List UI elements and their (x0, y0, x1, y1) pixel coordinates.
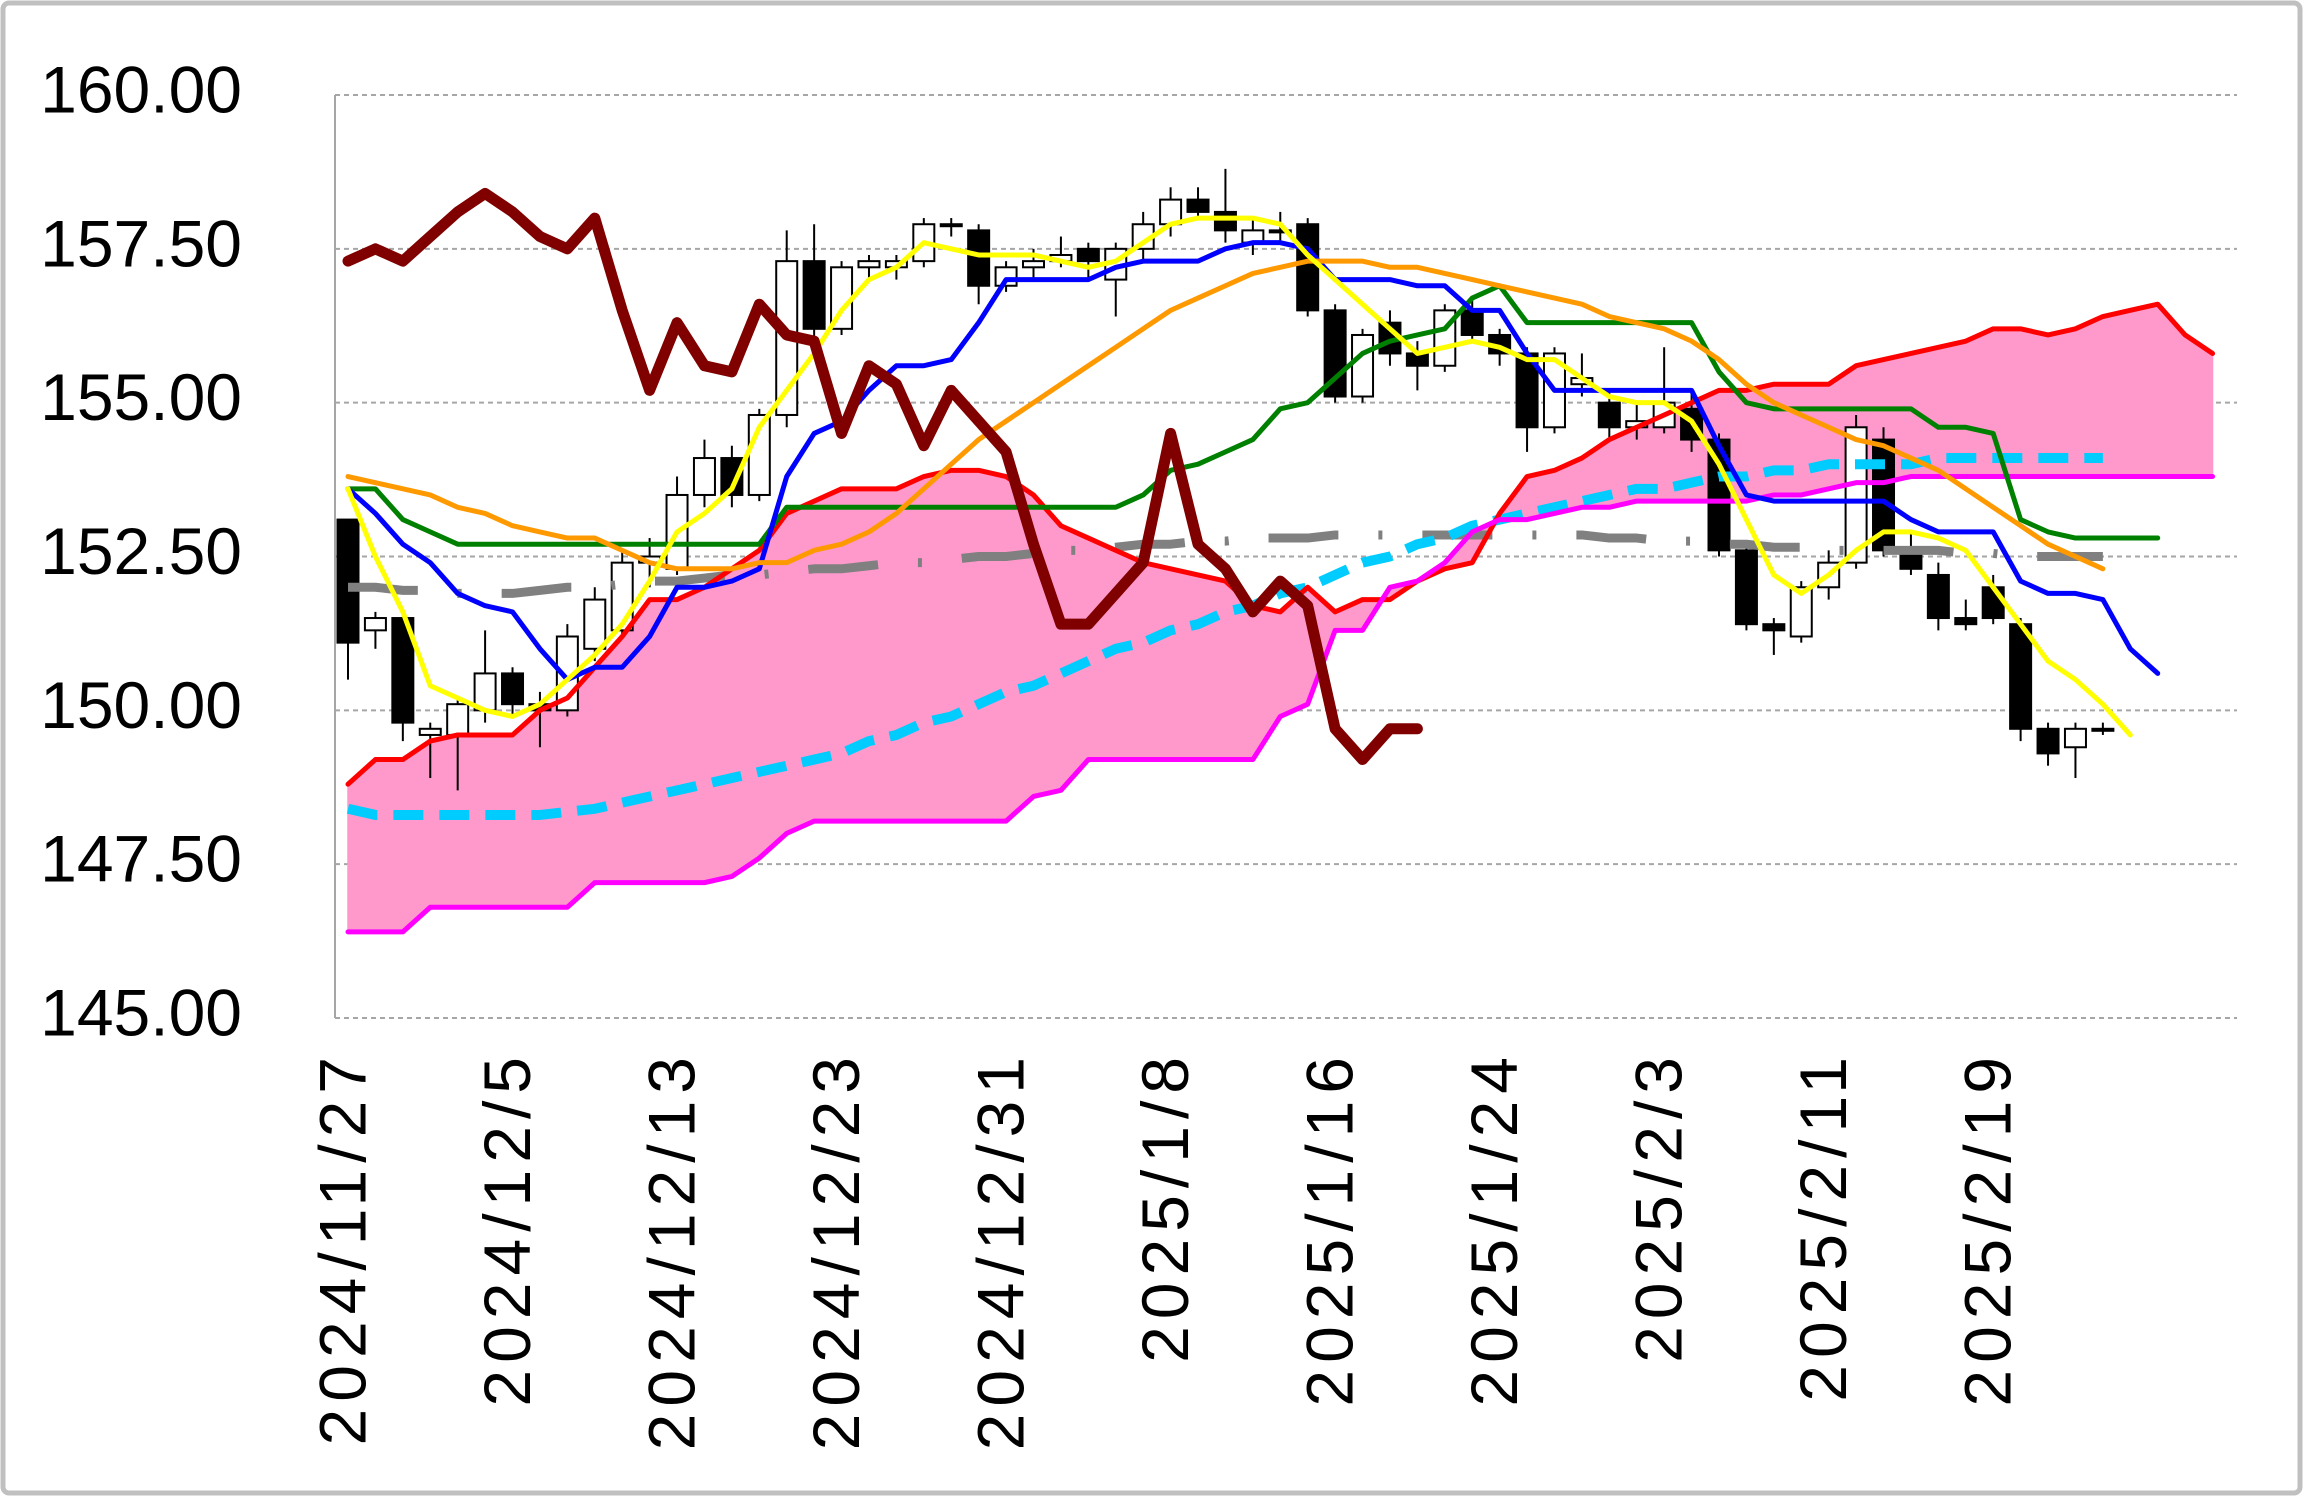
candle-body (1762, 623, 1786, 632)
series-line (345, 258, 2106, 572)
cloud-segment (731, 548, 761, 878)
candle-body (1076, 247, 1100, 263)
candle-body (446, 703, 470, 736)
x-tick-label: 2024/11/27 (305, 1050, 379, 1445)
cloud-segment (402, 739, 432, 934)
series-line (345, 301, 2216, 787)
candle-body (1296, 223, 1320, 312)
candle-body (857, 260, 881, 269)
x-tick-label: 2024/12/13 (634, 1050, 708, 1450)
cloud-segment (456, 734, 486, 908)
candle-body (720, 457, 744, 496)
candle-body (939, 223, 963, 228)
series-line (345, 240, 2161, 683)
cloud-segment (703, 567, 733, 884)
lines (342, 187, 2216, 935)
cloud-segment (950, 469, 980, 822)
y-tick-label: 150.00 (40, 668, 242, 742)
cloud-segment (977, 469, 1007, 822)
y-tick-label: 155.00 (40, 360, 242, 434)
cloud-segment (2102, 309, 2132, 478)
x-tick-label: 2024/12/5 (470, 1050, 544, 1407)
x-tick-label: 2024/12/23 (799, 1050, 873, 1450)
candle-body (336, 518, 360, 644)
series-line (345, 474, 2216, 935)
candles (336, 168, 2115, 791)
x-tick-label: 2025/2/11 (1786, 1050, 1860, 1402)
candle-body (1022, 260, 1045, 269)
cloud-segment (648, 598, 678, 884)
cloud-segment (347, 757, 377, 933)
x-tick-label: 2025/1/16 (1293, 1050, 1367, 1407)
x-tick-label: 2025/2/3 (1622, 1050, 1696, 1363)
cloud-segment (539, 696, 569, 908)
candle-body (1186, 198, 1210, 213)
cloud-segment (511, 708, 541, 908)
cloud-segment (484, 734, 514, 908)
candle-body (1844, 426, 1868, 564)
x-tick-label: 2025/2/19 (1951, 1050, 2025, 1407)
candle-body (1707, 438, 1731, 552)
candle-body (692, 457, 716, 496)
series-line (342, 187, 1423, 766)
cloud-segment (923, 469, 952, 822)
cloud-segment (594, 634, 623, 884)
cloud-segment (2184, 333, 2214, 478)
cloud-segment (429, 734, 459, 908)
series-line (346, 453, 2103, 820)
candle-body (1981, 586, 2005, 620)
series-line (345, 215, 2133, 738)
candle-body (1789, 586, 1813, 638)
candle-body (1926, 573, 1950, 620)
y-tick-label: 152.50 (40, 514, 242, 588)
candle-body (2091, 727, 2115, 732)
cloud-segment (868, 488, 898, 822)
candle-body (2036, 727, 2060, 755)
cloud-segment (1169, 567, 1199, 761)
cloud-segment (676, 586, 706, 884)
candle-body (501, 672, 525, 706)
candle-body (2009, 623, 2033, 730)
cloud-segment (1142, 561, 1172, 761)
y-tick-label: 145.00 (40, 975, 242, 1049)
candle-body (1268, 229, 1292, 234)
cloud-segment (1800, 383, 1830, 496)
candle-body (1460, 309, 1484, 336)
candle-body (2063, 727, 2087, 749)
candle-body (1351, 333, 1375, 398)
candle-body (802, 260, 826, 330)
cloud-segment (1197, 574, 1227, 761)
y-tick-label: 147.50 (40, 822, 242, 896)
series-line (348, 530, 2103, 598)
candle-body (1734, 549, 1758, 626)
x-tick-label: 2025/1/24 (1457, 1050, 1531, 1407)
series-line (345, 283, 2161, 547)
candle-body (1213, 210, 1237, 232)
candle-body (967, 229, 991, 287)
cloud-segment (2129, 303, 2159, 478)
candle-body (1597, 401, 1621, 429)
cloud-segment (895, 475, 925, 822)
y-tick-label: 157.50 (40, 206, 242, 280)
candle-body (418, 727, 442, 736)
y-tick-label: 160.00 (40, 52, 242, 126)
cloud-segment (1773, 383, 1803, 496)
candle-body (363, 617, 387, 632)
candle-body (1954, 617, 1978, 626)
cloud-segment (813, 487, 843, 822)
x-tick-label: 2024/12/31 (964, 1050, 1038, 1450)
x-tick-label: 2025/1/8 (1128, 1050, 1202, 1363)
cloud-segment (374, 758, 404, 933)
cloud-segment (2074, 315, 2104, 478)
candle-body (583, 598, 607, 650)
labels: 145.00 147.50 150.00 152.50 155.00 157.50 160.… (40, 52, 2025, 1450)
